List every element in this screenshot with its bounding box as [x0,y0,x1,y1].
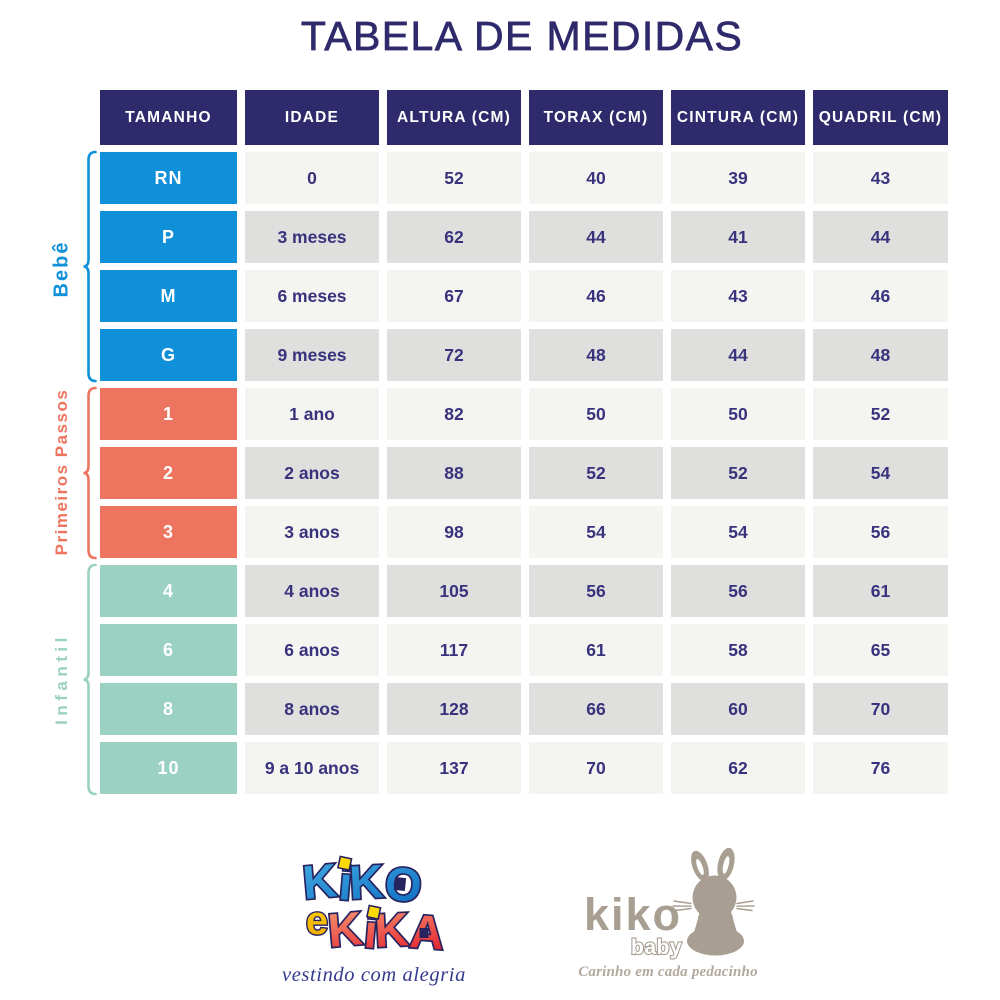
svg-text:vestindo com alegria: vestindo com alegria [282,964,466,986]
svg-text:baby: baby [631,936,682,959]
svg-text:baby: baby [631,936,682,959]
svg-text:e: e [306,899,328,943]
svg-text:kiko: kiko [584,889,682,940]
svg-text:Carinho em cada pedacinho: Carinho em cada pedacinho [578,964,758,980]
